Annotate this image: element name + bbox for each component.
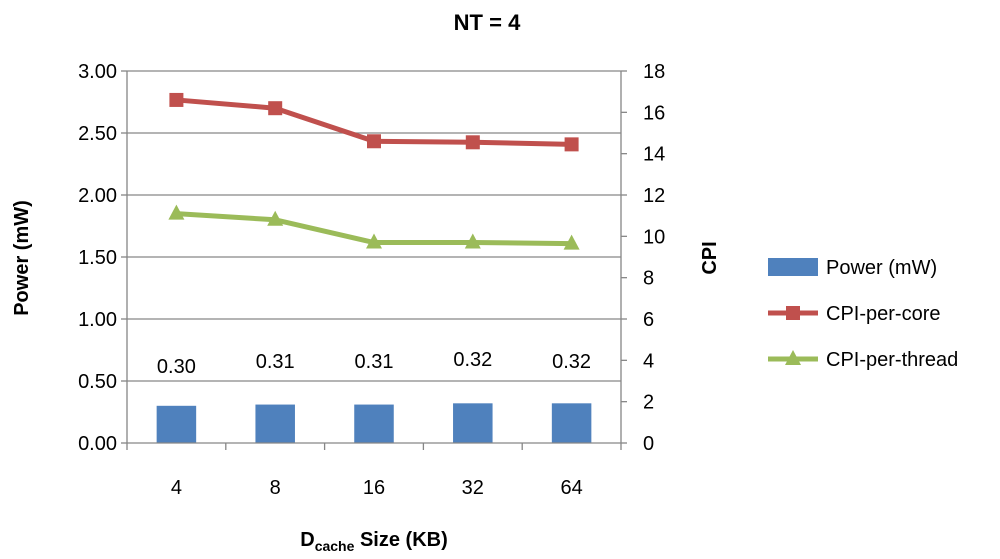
y2-tick-label: 18 — [643, 61, 665, 83]
y-tick-label: 0.00 — [78, 433, 117, 455]
y2-tick-label: 16 — [643, 102, 665, 124]
y-tick-label: 2.00 — [78, 185, 117, 207]
y-tick-label: 1.50 — [78, 247, 117, 269]
legend-label: Power (mW) — [826, 257, 937, 279]
data-label: 0.31 — [256, 351, 295, 373]
y-tick-label: 1.00 — [78, 309, 117, 331]
y-tick-label: 0.50 — [78, 371, 117, 393]
x-tick-label: 64 — [560, 477, 582, 499]
y2-tick-label: 12 — [643, 185, 665, 207]
legend-label: CPI-per-thread — [826, 349, 958, 371]
data-label: 0.32 — [453, 349, 492, 371]
marker-square — [564, 137, 579, 152]
marker-triangle — [366, 233, 382, 249]
x-tick-label: 32 — [462, 477, 484, 499]
x-axis-title-subscript: cache — [315, 538, 355, 554]
bar-power — [156, 405, 197, 443]
legend: Power (mW) CPI-per-core CPI-per-thread — [768, 257, 958, 371]
marker-triangle — [267, 210, 284, 226]
y2-tick-label: 14 — [643, 144, 665, 166]
marker-square — [465, 135, 480, 150]
bar-series-power — [156, 403, 592, 443]
bar-power — [255, 404, 295, 443]
y2-axis-title: CPI — [699, 241, 721, 274]
marker-square — [367, 134, 381, 149]
bar-power — [354, 404, 394, 443]
x-tick-label: 16 — [363, 477, 385, 499]
marker-triangle — [563, 234, 580, 250]
tick-labels: 0.00 0.50 1.00 1.50 2.00 2.50 3.00 0 2 4 6 8 10 12 14 1… — [78, 61, 665, 499]
y2-tick-label: 10 — [643, 226, 665, 248]
y2-tick-label: 8 — [643, 268, 654, 290]
legend-marker-square — [786, 306, 800, 320]
bar-power — [551, 403, 592, 443]
axes — [121, 70, 627, 450]
legend-swatch-power — [768, 258, 818, 276]
y2-tick-label: 4 — [643, 350, 654, 372]
y2-tick-label: 0 — [643, 433, 654, 455]
legend-marker-triangle — [785, 350, 801, 365]
data-label: 0.30 — [157, 356, 196, 378]
x-axis-title: Dcache Size (KB) — [300, 529, 448, 554]
chart-title: NT = 4 — [454, 10, 521, 35]
gridlines — [127, 70, 621, 382]
y-axis-title: Power (mW) — [11, 200, 33, 316]
y2-tick-label: 6 — [643, 309, 654, 331]
x-axis-title-rest: Size (KB) — [354, 529, 447, 551]
marker-triangle — [464, 233, 481, 249]
data-labels: 0.30 0.31 0.31 0.32 0.32 — [157, 349, 591, 378]
marker-triangle — [168, 204, 185, 220]
y-tick-label: 3.00 — [78, 61, 117, 83]
x-tick-label: 8 — [270, 477, 281, 499]
marker-square — [169, 92, 184, 107]
data-label: 0.31 — [355, 351, 394, 373]
data-label: 0.32 — [552, 351, 591, 373]
line-series — [168, 92, 580, 250]
x-axis-title-main: D — [300, 529, 314, 551]
bar-power — [453, 403, 493, 443]
marker-square — [268, 101, 283, 116]
y-tick-label: 2.50 — [78, 123, 117, 145]
legend-label: CPI-per-core — [826, 303, 940, 325]
x-tick-label: 4 — [171, 477, 182, 499]
y2-tick-label: 2 — [643, 392, 654, 414]
